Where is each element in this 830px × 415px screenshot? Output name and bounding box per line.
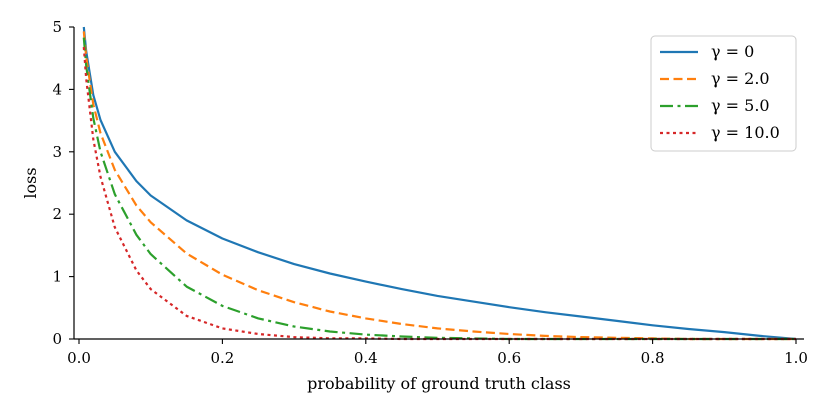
y-tick-label-4: 4 bbox=[52, 80, 62, 98]
series-line-0 bbox=[82, 26, 797, 341]
axis-ticks: 0.0 0.2 0.4 0.6 0.8 1.0 0 1 2 3 4 5 bbox=[52, 18, 807, 367]
legend: γ = 0 γ = 2.0 γ = 5.0 γ = 10.0 bbox=[650, 35, 797, 152]
y-tick-label-2: 2 bbox=[52, 205, 62, 223]
y-axis-label: loss bbox=[21, 167, 40, 198]
legend-label-2: γ = 5.0 bbox=[711, 96, 770, 115]
y-tick-label-1: 1 bbox=[52, 268, 62, 286]
x-tick-label-1: 0.2 bbox=[210, 349, 234, 367]
legend-label-3: γ = 10.0 bbox=[711, 123, 780, 142]
x-tick-label-0: 0.0 bbox=[67, 349, 91, 367]
x-tick-label-5: 1.0 bbox=[784, 349, 808, 367]
legend-label-1: γ = 2.0 bbox=[711, 69, 770, 88]
y-tick-label-3: 3 bbox=[52, 143, 62, 161]
y-tick-label-0: 0 bbox=[52, 330, 62, 348]
legend-frame bbox=[650, 35, 797, 152]
x-tick-label-2: 0.4 bbox=[354, 349, 378, 367]
x-axis-label: probability of ground truth class bbox=[307, 374, 571, 393]
x-tick-label-3: 0.6 bbox=[497, 349, 521, 367]
x-tick-label-4: 0.8 bbox=[641, 349, 665, 367]
axes bbox=[73, 27, 804, 340]
y-tick-label-5: 5 bbox=[52, 18, 62, 36]
legend-label-0: γ = 0 bbox=[711, 42, 754, 61]
